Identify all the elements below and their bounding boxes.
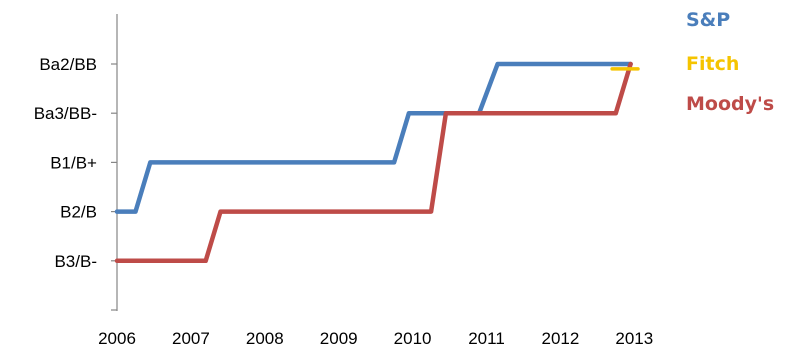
x-tick-label: 2008: [246, 329, 284, 348]
series-lines: [114, 61, 640, 264]
series-line-0: [114, 61, 633, 214]
y-tick-label: Ba2/BB: [39, 55, 97, 74]
legend: S&P Fitch Moody's: [686, 9, 774, 115]
x-tick-label: 2006: [98, 329, 136, 348]
x-tick-label: 2010: [394, 329, 432, 348]
x-tick-label: 2011: [468, 329, 505, 348]
y-tick-label: B3/B-: [54, 252, 97, 271]
x-tick-label: 2007: [172, 329, 210, 348]
x-tick-label: 2012: [541, 329, 579, 348]
y-tick-label: Ba3/BB-: [34, 104, 97, 123]
legend-entry-1: Fitch: [686, 53, 739, 75]
axes: [111, 14, 118, 311]
x-axis-ticks: 2006 2007 2008 2009 2010 2011 2012 2013: [98, 329, 653, 348]
series-line-2: [114, 61, 633, 264]
x-tick-label: 2013: [615, 329, 653, 348]
legend-entry-2: Moody's: [686, 93, 774, 115]
legend-entry-0: S&P: [686, 9, 730, 31]
y-axis-ticks: B3/B- B2/B B1/B+ Ba3/BB- Ba2/BB: [34, 55, 97, 271]
y-tick-label: B2/B: [60, 203, 97, 222]
x-tick-label: 2009: [320, 329, 358, 348]
y-tick-label: B1/B+: [50, 153, 97, 172]
